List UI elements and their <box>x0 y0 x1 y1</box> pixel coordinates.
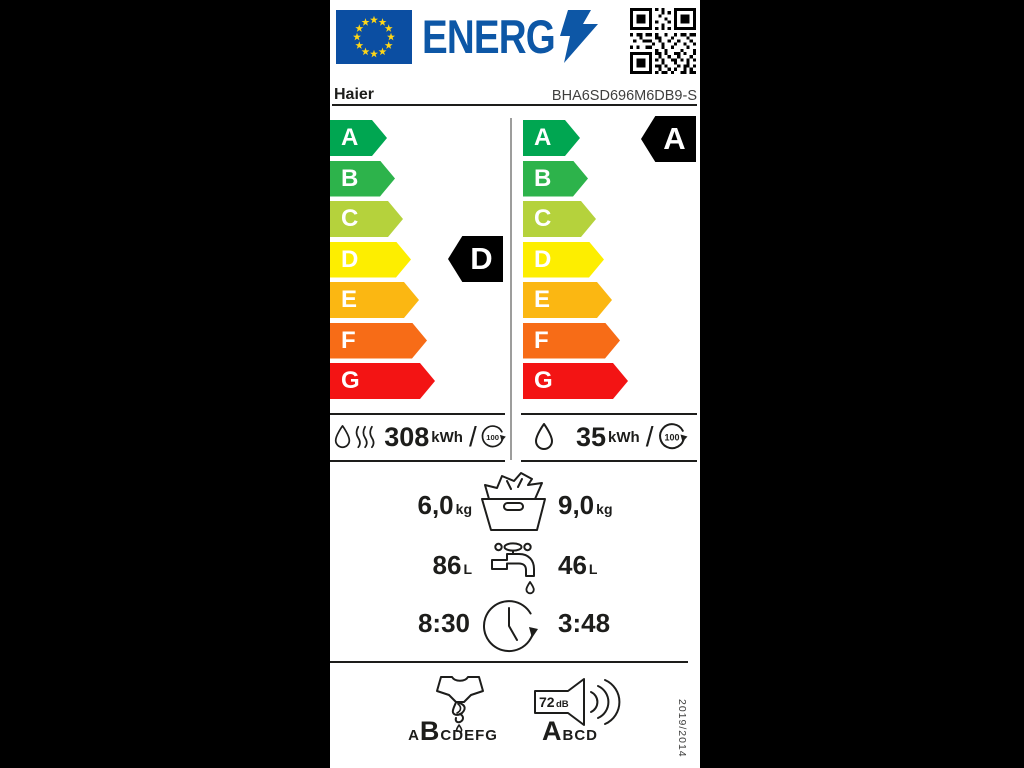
per-100-cycles-icon: 100 <box>481 425 506 448</box>
grade-arrow-g: G <box>330 363 435 399</box>
wash-capacity: 9,0 kg <box>558 490 613 521</box>
eu-flag-icon <box>336 10 412 64</box>
noise-unit: dB <box>556 699 569 710</box>
grade-letter: G <box>341 367 360 394</box>
water-tap-icon <box>491 542 535 595</box>
grade-letter: F <box>341 326 356 354</box>
energy-unit: kWh <box>608 428 640 446</box>
grade-letter: E <box>341 286 358 313</box>
water-value: 46 <box>558 550 587 580</box>
wash-rating-badge: A <box>641 116 696 162</box>
per-divider: / <box>468 421 477 452</box>
grade-letter: D <box>341 245 359 273</box>
grade-letter: D <box>534 245 552 273</box>
grade-arrow-e: E <box>523 282 612 318</box>
grade-arrow-a: A <box>523 120 580 156</box>
wash-dry-energy: 308 kWh / 100 <box>334 415 506 459</box>
noise-class-scale: ABCD <box>526 716 614 747</box>
lightning-bolt-icon <box>560 10 598 63</box>
capacity-unit: kg <box>455 501 472 517</box>
grade-arrow-f: F <box>330 323 427 359</box>
column-divider-line <box>510 118 512 460</box>
cycle-duration-clock-icon <box>482 600 538 653</box>
energy-label: ENERG Haier BHA6SD696M6DB9-S A B C D E F… <box>330 0 700 768</box>
grade-arrow-b: B <box>523 161 588 197</box>
spin-class-scale: ABCDEFG <box>388 716 518 747</box>
per-cycles-count: 100 <box>664 433 679 443</box>
qr-code <box>630 8 696 74</box>
wash-dry-water: 86 L <box>370 550 472 581</box>
energy-value: 35 <box>576 421 607 452</box>
energy-unit: kWh <box>431 428 463 446</box>
grade-letter: A <box>534 124 552 151</box>
per-cycles-count: 100 <box>486 433 499 442</box>
noise-class-highlight: A <box>542 716 563 746</box>
energy-value: 308 <box>384 421 430 452</box>
footer-divider-line <box>330 661 688 663</box>
grade-letter: F <box>534 326 549 354</box>
water-drop-icon <box>535 423 553 450</box>
noise-level-icon: 72 dB <box>534 678 621 726</box>
heat-waves-icon <box>355 425 375 449</box>
per-divider: / <box>645 421 654 452</box>
grade-letter: A <box>341 124 359 151</box>
energy-box-line <box>521 460 697 462</box>
grade-arrow-d: D <box>330 242 411 278</box>
spin-dry-icon <box>436 676 484 732</box>
grade-arrow-d: D <box>523 242 604 278</box>
grade-letter: C <box>534 205 552 232</box>
wash-energy: 35 kWh / 100 <box>526 415 696 459</box>
per-100-cycles-icon: 100 <box>658 423 687 450</box>
grade-arrow-c: C <box>330 201 403 237</box>
water-unit: L <box>463 561 472 577</box>
grade-letter: B <box>341 164 359 192</box>
energy-box-line <box>330 413 505 415</box>
noise-value: 72 <box>539 694 555 710</box>
capacity-value: 9,0 <box>558 490 595 520</box>
energy-box-line <box>330 460 505 462</box>
wash-dry-duration: 8:30 <box>417 608 470 638</box>
spin-class-highlight: B <box>419 716 441 746</box>
regulation-number: 2019/2014 <box>676 699 688 758</box>
model-number: BHA6SD696M6DB9-S <box>551 88 697 104</box>
water-unit: L <box>588 561 598 577</box>
grade-arrow-g: G <box>523 363 628 399</box>
grade-letter: B <box>534 164 552 192</box>
wash-dry-capacity: 6,0 kg <box>370 490 473 521</box>
spin-class-letters: A <box>408 727 420 744</box>
wash-duration: 3:48 <box>558 608 611 638</box>
wash-grade-scale: A B C D E F G <box>523 120 628 399</box>
energy-box-line <box>521 413 697 415</box>
grade-letter: G <box>534 367 553 394</box>
grade-arrow-a: A <box>330 120 387 156</box>
wash-dry-grade-scale: A B C D E F G <box>330 120 435 399</box>
brand-name: Haier <box>334 86 375 103</box>
grade-arrow-e: E <box>330 282 419 318</box>
energ-logo-text: ENERG <box>422 10 556 63</box>
grade-letter: E <box>534 286 551 313</box>
laundry-basket-icon <box>481 472 546 531</box>
spin-class-letters: CDEFG <box>440 727 498 744</box>
water-value: 86 <box>432 550 462 580</box>
wash-dry-rating-badge: D <box>448 236 503 282</box>
grade-arrow-c: C <box>523 201 596 237</box>
grade-arrow-f: F <box>523 323 620 359</box>
grade-arrow-b: B <box>330 161 395 197</box>
capacity-value: 6,0 <box>417 490 454 520</box>
grade-letter: C <box>341 205 359 232</box>
header-divider-line <box>332 104 697 106</box>
energ-logo: ENERG <box>422 8 584 66</box>
wash-water: 46 L <box>558 550 597 581</box>
noise-class-letters: BCD <box>562 727 598 744</box>
capacity-unit: kg <box>596 501 613 517</box>
water-drop-icon <box>334 425 351 449</box>
